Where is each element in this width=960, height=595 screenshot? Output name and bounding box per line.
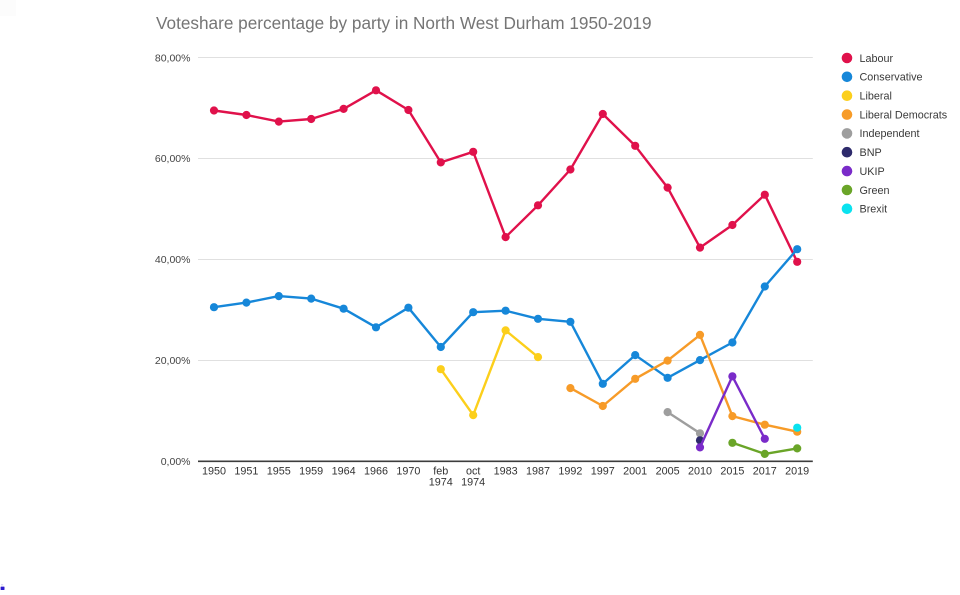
svg-text:40,00%: 40,00% <box>155 254 191 266</box>
svg-text:2001: 2001 <box>623 466 647 478</box>
svg-text:1951: 1951 <box>234 466 258 478</box>
svg-text:2010: 2010 <box>688 466 712 478</box>
svg-text:Liberal: Liberal <box>860 91 892 103</box>
svg-text:1955: 1955 <box>267 466 291 478</box>
svg-text:Labour: Labour <box>860 53 894 65</box>
svg-text:feb: feb <box>433 466 448 478</box>
svg-text:1974: 1974 <box>429 477 453 489</box>
svg-text:Brexit: Brexit <box>860 204 888 216</box>
svg-text:1974: 1974 <box>461 477 485 489</box>
svg-text:1966: 1966 <box>364 466 388 478</box>
svg-text:1964: 1964 <box>332 466 356 478</box>
svg-text:1970: 1970 <box>396 466 420 478</box>
svg-text:2017: 2017 <box>753 466 777 478</box>
svg-text:2005: 2005 <box>656 466 680 478</box>
svg-text:80,00%: 80,00% <box>155 52 191 64</box>
svg-text:0,00%: 0,00% <box>161 456 191 468</box>
svg-text:1983: 1983 <box>494 466 518 478</box>
svg-text:1987: 1987 <box>526 466 550 478</box>
svg-text:2019: 2019 <box>785 466 809 478</box>
svg-text:1997: 1997 <box>591 466 615 478</box>
svg-text:60,00%: 60,00% <box>155 153 191 165</box>
svg-text:oct: oct <box>466 466 480 478</box>
svg-text:1992: 1992 <box>558 466 582 478</box>
svg-text:Liberal Democrats: Liberal Democrats <box>860 109 948 121</box>
svg-text:20,00%: 20,00% <box>155 355 191 367</box>
svg-text:1959: 1959 <box>299 466 323 478</box>
svg-text:1950: 1950 <box>202 466 226 478</box>
svg-text:Voteshare percentage by party: Voteshare percentage by party in North W… <box>156 13 652 33</box>
svg-text:Independent: Independent <box>860 128 920 140</box>
svg-text:BNP: BNP <box>860 147 882 159</box>
svg-text:Green: Green <box>860 185 890 197</box>
svg-text:Conservative: Conservative <box>860 72 923 84</box>
svg-text:2015: 2015 <box>720 466 744 478</box>
svg-text:UKIP: UKIP <box>860 166 885 178</box>
